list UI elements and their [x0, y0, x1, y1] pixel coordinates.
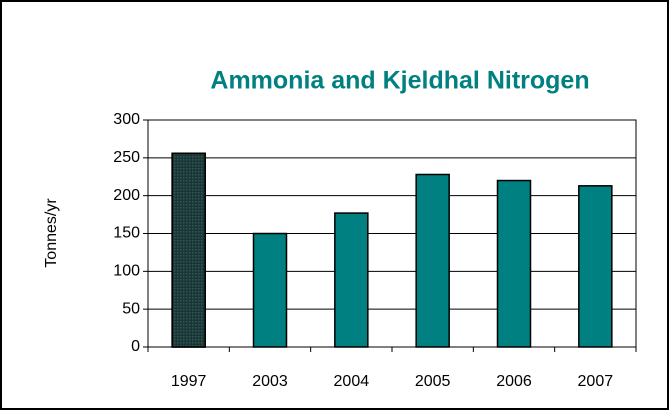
bar: [496, 179, 532, 348]
x-tick-label: 2004: [334, 373, 370, 390]
x-tick-label: 2005: [415, 373, 451, 390]
y-tick-label: 200: [113, 187, 140, 204]
x-tick-label: 2006: [496, 373, 532, 390]
bar: [415, 173, 450, 348]
y-tick-label: 300: [113, 111, 140, 128]
x-tick-label: 2003: [252, 373, 288, 390]
chart-title: Ammonia and Kjeldhal Nitrogen: [210, 67, 589, 95]
y-tick-label: 250: [113, 149, 140, 166]
bar: [252, 232, 288, 348]
y-tick-label: 150: [113, 225, 140, 242]
x-tick-label: 2007: [578, 373, 614, 390]
x-tick-label: 1997: [171, 373, 207, 390]
bar: [334, 212, 369, 348]
y-tick-label: 100: [113, 263, 140, 280]
y-tick-label: 50: [122, 300, 140, 317]
bar: [578, 185, 613, 348]
bar-texture: [171, 152, 206, 348]
y-tick-label: 0: [131, 338, 140, 355]
y-axis-label: Tonnes/yr: [43, 198, 60, 268]
